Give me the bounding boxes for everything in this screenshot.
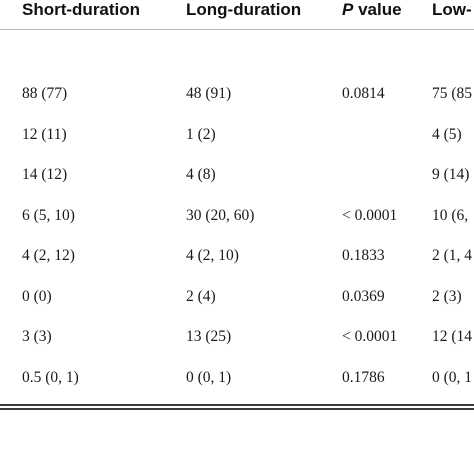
table-cell-long: 13 (25) — [186, 328, 232, 345]
table-cell-p: 0.1833 — [342, 247, 385, 264]
header-p-letter: P — [342, 0, 354, 19]
table-cell-long: 30 (20, 60) — [186, 207, 255, 224]
header-p-suffix: value — [353, 0, 402, 19]
table-cell-low: 0 (0, 1 — [432, 369, 473, 386]
table-cell-long: 4 (2, 10) — [186, 247, 239, 264]
table-cell-low: 75 (85 — [432, 85, 473, 102]
table-cell-long: 1 (2) — [186, 126, 216, 143]
table-cell-short: 6 (5, 10) — [22, 207, 75, 224]
header-short-duration: Short-duration — [22, 0, 141, 19]
table-cell-long: 2 (4) — [186, 288, 216, 305]
table-header-row: Short-duration Long-duration P value Low… — [0, 0, 474, 26]
header-low-partial: Low- — [432, 0, 472, 19]
table-cell-low: 4 (5) — [432, 126, 462, 143]
table-cell-short: 12 (11) — [22, 126, 67, 143]
table-cell-long: 0 (0, 1) — [186, 369, 232, 386]
table-cell-low: 9 (14) — [432, 166, 470, 183]
header-p-value: P value — [342, 0, 402, 20]
table-cell-long: 48 (91) — [186, 85, 232, 102]
table-cell-p: 0.0814 — [342, 85, 385, 102]
header-divider — [0, 29, 474, 30]
table-cell-short: 0.5 (0, 1) — [22, 369, 79, 386]
table-cell-short: 14 (12) — [22, 166, 68, 183]
table-cell-short: 0 (0) — [22, 288, 52, 305]
table-cell-low: 10 (6, — [432, 207, 469, 224]
header-long-duration: Long-duration — [186, 0, 302, 19]
table-cell-p: 0.0369 — [342, 288, 385, 305]
table-cell-short: 3 (3) — [22, 328, 52, 345]
table-cell-low: 2 (1, 4 — [432, 247, 473, 264]
table-cell-p: < 0.0001 — [342, 328, 398, 345]
table-cell-short: 4 (2, 12) — [22, 247, 75, 264]
table-cell-p: < 0.0001 — [342, 207, 398, 224]
table-cell-low: 2 (3) — [432, 288, 462, 305]
table-bottom-rule-double — [0, 408, 474, 410]
table-bottom-rule — [0, 404, 474, 406]
table-cell-low: 12 (14 — [432, 328, 473, 345]
table-cell-short: 88 (77) — [22, 85, 68, 102]
table-cell-p: 0.1786 — [342, 369, 385, 386]
table-cell-long: 4 (8) — [186, 166, 216, 183]
